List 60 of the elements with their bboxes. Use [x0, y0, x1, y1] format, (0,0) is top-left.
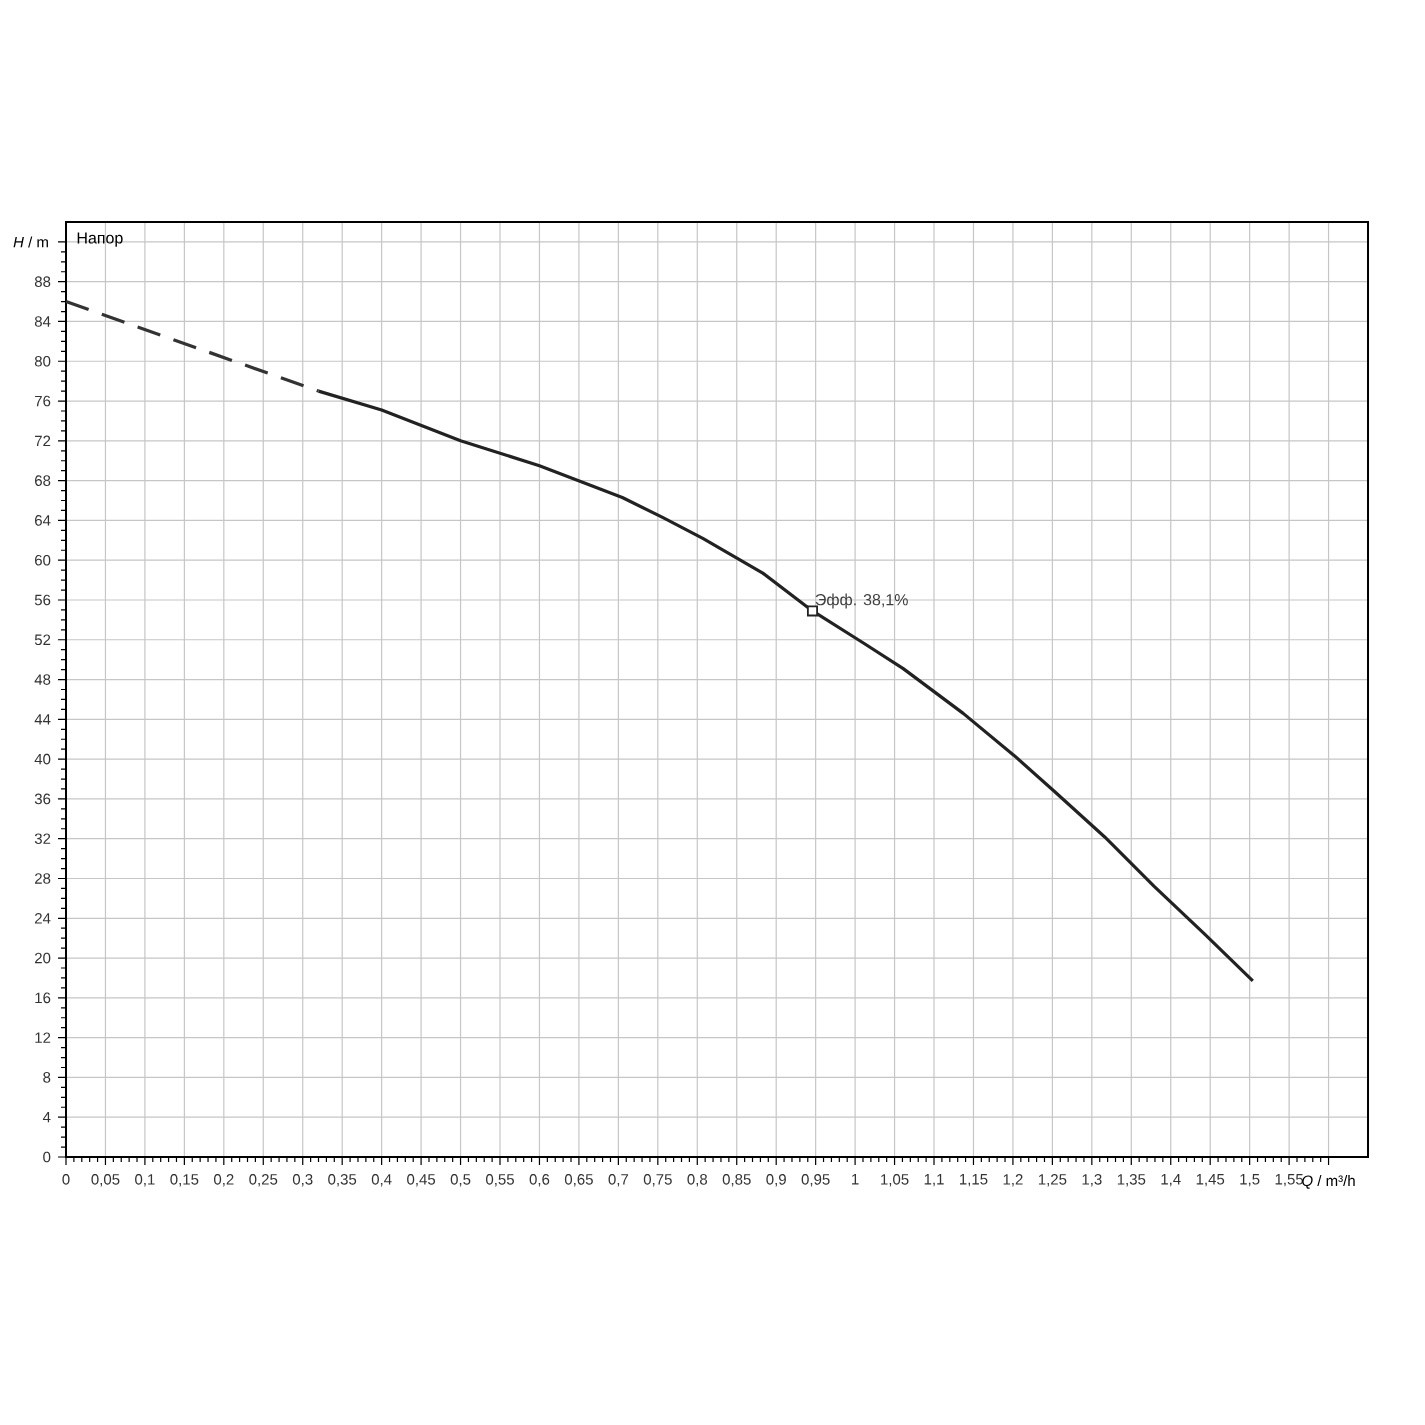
x-tick-label: 1,55	[1275, 1174, 1304, 1187]
x-tick-label: 0,65	[564, 1174, 593, 1187]
x-tick-label: 0,9	[766, 1174, 786, 1187]
y-tick-label: 12	[35, 1032, 51, 1043]
y-tick-label: 68	[35, 475, 51, 486]
x-tick-label: 0,85	[722, 1174, 751, 1187]
x-tick-label: 0,7	[608, 1174, 629, 1187]
y-tick-label: 20	[35, 952, 51, 964]
y-tick-label: 64	[35, 515, 51, 526]
x-tick-label: 0,8	[687, 1174, 708, 1187]
x-tick-label: 0,5	[450, 1174, 471, 1187]
x-tick-label: 0,2	[213, 1174, 234, 1187]
x-tick-label: 0,3	[292, 1174, 313, 1187]
x-tick-label: 1,5	[1240, 1174, 1260, 1187]
annotation: Эфф. 38,1%	[815, 593, 908, 609]
x-tick-label: 0,1	[135, 1174, 155, 1187]
x-tick-label: 0	[62, 1174, 70, 1185]
y-tick-label: 32	[34, 833, 51, 845]
line-series	[316, 389, 1255, 983]
x-tick-label: 1,3	[1082, 1174, 1102, 1187]
y-tick-label: 28	[35, 873, 51, 884]
x-tick-label: 0,4	[371, 1174, 392, 1187]
y-tick-label: 48	[34, 674, 51, 685]
y-tick-label: 8	[43, 1072, 51, 1083]
x-tick-label: 1,25	[1038, 1174, 1067, 1187]
x-tick-label: 0,15	[170, 1174, 199, 1187]
x-tick-label: 1,45	[1196, 1174, 1225, 1187]
x-tick-label: 0,05	[91, 1174, 120, 1187]
y-tick-label: 52	[34, 634, 51, 646]
y-tick-label: 88	[34, 276, 51, 288]
y-axis-title: H / m	[13, 236, 48, 248]
x-tick-label: 1,05	[881, 1174, 909, 1187]
x-tick-label: 1,4	[1161, 1174, 1181, 1187]
y-tick-label: 56	[34, 594, 51, 606]
y-tick-label: 24	[35, 913, 51, 924]
y-tick-label: 84	[34, 316, 51, 327]
x-tick-label: 0,6	[529, 1174, 550, 1187]
y-tick-label: 36	[34, 793, 51, 805]
x-tick-label: 0,95	[801, 1174, 830, 1187]
x-tick-label: 0,45	[407, 1174, 436, 1187]
y-tick-label: 60	[35, 554, 51, 566]
x-tick-label: 0,25	[249, 1174, 278, 1187]
y-tick-label: 72	[35, 435, 51, 447]
x-tick-label: 0,55	[486, 1174, 514, 1187]
x-tick-label: 0,35	[328, 1174, 357, 1187]
y-tick-label: 76	[35, 395, 51, 407]
y-tick-label: 0	[43, 1151, 51, 1163]
x-tick-label: 1,35	[1117, 1174, 1146, 1187]
x-tick-label: 1,2	[1003, 1174, 1023, 1187]
x-tick-label: 1,1	[924, 1174, 944, 1187]
y-tick-label: 44	[34, 714, 51, 725]
y-tick-label: 40	[34, 753, 51, 765]
y-tick-label: 16	[35, 992, 51, 1004]
x-tick-label: 0,75	[643, 1174, 672, 1187]
x-tick-label: 1	[852, 1174, 859, 1185]
x-tick-label: 1,15	[960, 1174, 988, 1187]
annotation: Напор	[77, 232, 123, 247]
y-tick-label: 4	[42, 1112, 51, 1123]
y-tick-label: 80	[34, 355, 51, 367]
x-axis-title: Q / m³/h	[1302, 1175, 1355, 1189]
